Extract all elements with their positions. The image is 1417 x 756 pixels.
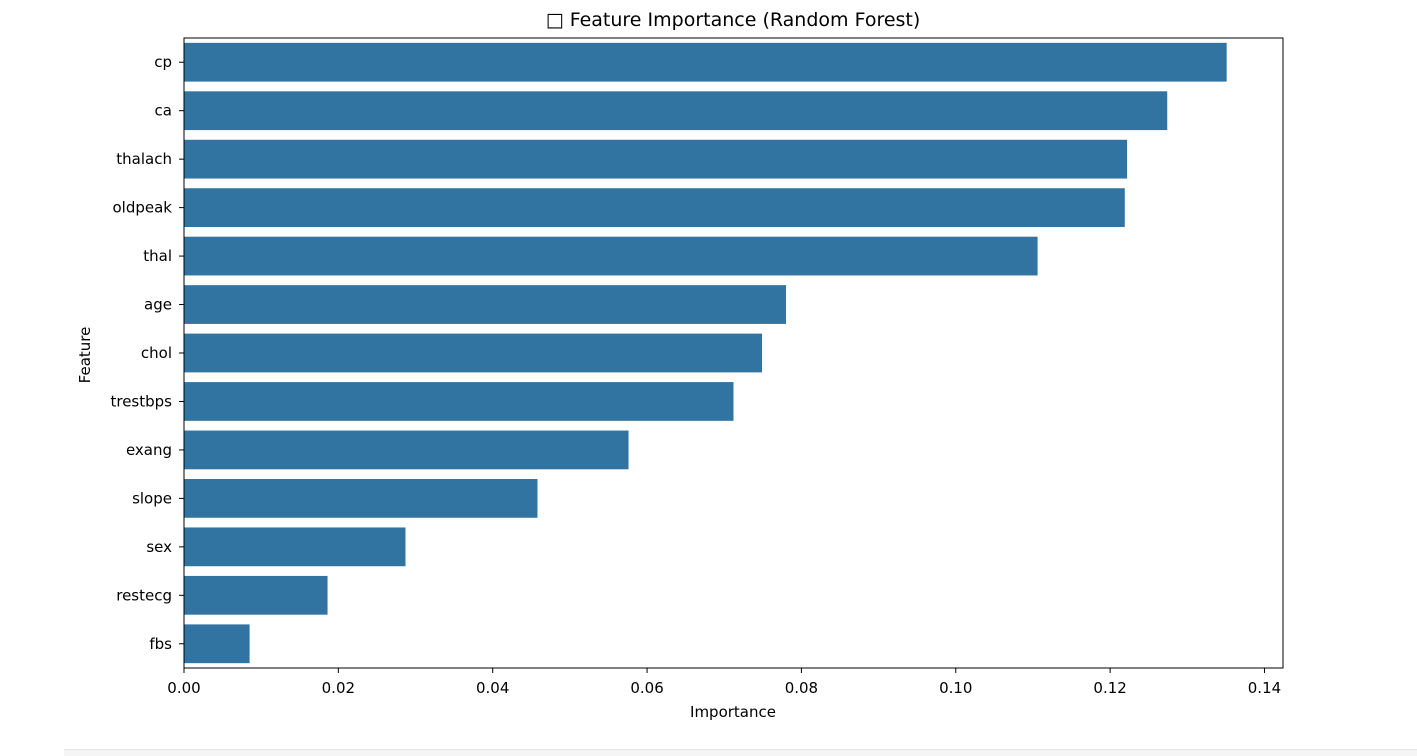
- x-axis: 0.00 0.02 0.04 0.06 0.08 0.10 0.12 0.14: [167, 668, 1281, 697]
- y-tick-label-restecg: restecg: [116, 586, 172, 604]
- x-tick-label: 0.12: [1093, 679, 1126, 697]
- bar-ca: [184, 91, 1168, 131]
- y-axis-title: Feature: [76, 327, 94, 384]
- bar-exang: [184, 430, 629, 470]
- next-cell-strip: [64, 749, 1417, 756]
- bar-thalach: [184, 139, 1128, 179]
- bar-age: [184, 285, 786, 324]
- y-tick-label-trestbps: trestbps: [110, 392, 172, 410]
- bar-fbs: [184, 624, 250, 664]
- bar-cp: [184, 42, 1227, 82]
- chart-title: □ Feature Importance (Random Forest): [546, 9, 921, 31]
- x-tick-label: 0.14: [1248, 679, 1281, 697]
- bar-restecg: [184, 575, 328, 615]
- y-tick-label-ca: ca: [155, 102, 172, 120]
- x-tick-label: 0.10: [939, 679, 972, 697]
- x-tick-label: 0.00: [167, 679, 200, 697]
- y-tick-label-fbs: fbs: [149, 635, 172, 653]
- bar-trestbps: [184, 382, 734, 421]
- y-tick-label-oldpeak: oldpeak: [113, 199, 173, 217]
- bars-group: [184, 42, 1227, 664]
- bar-chol: [184, 333, 763, 373]
- y-axis: cp ca thalach oldpeak thal age chol trestbps exa…: [110, 53, 184, 653]
- x-tick-label: 0.08: [785, 679, 818, 697]
- x-tick-label: 0.04: [476, 679, 509, 697]
- bar-oldpeak: [184, 188, 1125, 227]
- y-tick-label-sex: sex: [146, 538, 172, 556]
- x-axis-title: Importance: [690, 703, 776, 721]
- y-tick-label-thal: thal: [143, 247, 172, 265]
- x-tick-label: 0.06: [630, 679, 663, 697]
- y-tick-label-thalach: thalach: [116, 150, 172, 168]
- bar-sex: [184, 527, 406, 567]
- y-tick-label-exang: exang: [126, 441, 172, 459]
- x-tick-label: 0.02: [322, 679, 355, 697]
- y-tick-label-slope: slope: [132, 489, 172, 507]
- bar-slope: [184, 479, 538, 518]
- y-tick-label-cp: cp: [154, 53, 172, 71]
- bar-thal: [184, 236, 1038, 276]
- y-tick-label-chol: chol: [141, 344, 172, 362]
- y-tick-label-age: age: [144, 296, 172, 314]
